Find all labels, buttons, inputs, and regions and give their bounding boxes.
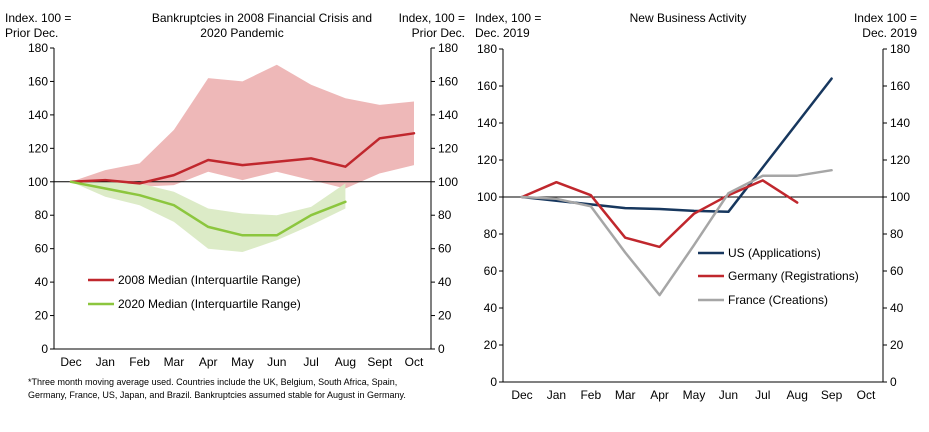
left-chart-x-label-8: Aug bbox=[335, 355, 356, 369]
left-chart-left-tick-label-8: 160 bbox=[28, 74, 48, 88]
right-chart-right-tick-label-0: 0 bbox=[890, 375, 897, 389]
right-chart-right-tick-label-2: 40 bbox=[890, 301, 904, 315]
right-chart-right-tick-label-5: 100 bbox=[890, 190, 910, 204]
left-chart-left-tick-label-2: 40 bbox=[35, 275, 49, 289]
left-chart-right-axis-label-line1: Index, 100 = bbox=[399, 11, 465, 25]
left-chart-right-tick-label-9: 180 bbox=[438, 41, 458, 55]
right-chart-left-tick-label-3: 60 bbox=[484, 264, 498, 278]
right-chart-x-label-6: Jun bbox=[719, 388, 738, 402]
right-chart-right-tick-label-8: 160 bbox=[890, 79, 910, 93]
right-chart-right-tick-label-6: 120 bbox=[890, 153, 910, 167]
right-chart-right-tick-label-7: 140 bbox=[890, 116, 910, 130]
left-chart-left-axis-label-line1: Index. 100 = bbox=[5, 11, 71, 25]
right-chart-left-tick-label-8: 160 bbox=[477, 79, 497, 93]
right-chart-legend: US (Applications) Germany (Registrations… bbox=[698, 246, 859, 307]
left-chart-x-label-6: Jun bbox=[267, 355, 286, 369]
left-chart-x-label-1: Jan bbox=[96, 355, 115, 369]
right-chart-x-label-4: Apr bbox=[650, 388, 669, 402]
right-chart-left-tick-label-0: 0 bbox=[490, 375, 497, 389]
right-chart-series-line-0 bbox=[520, 77, 833, 214]
left-chart-right-tick-label-4: 80 bbox=[438, 208, 452, 222]
right-chart-series-line-1 bbox=[520, 179, 799, 249]
right-chart-x-label-0: Dec bbox=[511, 388, 532, 402]
right-chart-x-label-10: Oct bbox=[857, 388, 876, 402]
left-chart-left-tick-label-5: 100 bbox=[28, 175, 48, 189]
left-chart-left-tick-label-7: 140 bbox=[28, 108, 48, 122]
right-chart-right-tick-label-4: 80 bbox=[890, 227, 904, 241]
left-chart-x-label-10: Oct bbox=[405, 355, 424, 369]
left-chart-right-axis-label-line2: Prior Dec. bbox=[412, 26, 465, 40]
right-chart-left-axis-label-line2: Dec. 2019 bbox=[475, 26, 530, 40]
right-chart-x-label-9: Sep bbox=[821, 388, 843, 402]
left-chart-right-tick-label-3: 60 bbox=[438, 242, 452, 256]
left-chart-left-tick-label-3: 60 bbox=[35, 242, 49, 256]
left-chart-left-tick-label-1: 20 bbox=[35, 309, 49, 323]
right-chart-x-label-8: Aug bbox=[787, 388, 808, 402]
left-chart-band-1 bbox=[71, 181, 346, 252]
footnote-line2: Germany, France, US, Japan, and Brazil. … bbox=[28, 390, 406, 400]
left-chart-title-line1: Bankruptcies in 2008 Financial Crisis an… bbox=[152, 11, 372, 25]
left-chart-x-label-2: Feb bbox=[129, 355, 150, 369]
left-chart-x-label-9: Sept bbox=[367, 355, 392, 369]
right-chart-x-label-7: Jul bbox=[755, 388, 770, 402]
left-chart-right-tick-label-1: 20 bbox=[438, 309, 452, 323]
left-chart-left-tick-label-4: 80 bbox=[35, 208, 49, 222]
right-chart-plot: 0 0 20 20 40 40 60 60 80 80 100 100 120 120 140 140 160 1… bbox=[477, 42, 910, 402]
legend-label-us: US (Applications) bbox=[728, 246, 821, 260]
left-chart-plot: 0 0 20 20 40 40 60 60 80 80 100 100 120 120 140 140 160 1… bbox=[28, 41, 458, 369]
left-chart-series-line-1 bbox=[69, 180, 347, 237]
right-chart-left-tick-label-5: 100 bbox=[477, 190, 497, 204]
right-chart-right-tick-label-3: 60 bbox=[890, 264, 904, 278]
right-chart-right-axis-label-line2: Dec. 2019 bbox=[862, 26, 917, 40]
left-chart-band-0 bbox=[71, 64, 414, 189]
right-chart-x-label-1: Jan bbox=[547, 388, 566, 402]
right-chart-right-axis-label-line1: Index 100 = bbox=[854, 11, 917, 25]
footnote-line1: *Three month moving average used. Countr… bbox=[28, 377, 397, 387]
left-chart-x-label-0: Dec bbox=[60, 355, 81, 369]
left-chart-title-line2: 2020 Pandemic bbox=[200, 26, 283, 40]
right-chart-right-tick-label-9: 180 bbox=[890, 42, 910, 56]
legend-label-2020: 2020 Median (Interquartile Range) bbox=[118, 297, 301, 311]
right-chart-left-axis-label-line1: Index, 100 = bbox=[475, 11, 541, 25]
left-chart-right-tick-label-7: 140 bbox=[438, 108, 458, 122]
right-chart-x-label-3: Mar bbox=[615, 388, 636, 402]
right-chart-series-line-2 bbox=[520, 168, 833, 297]
left-chart-left-tick-label-0: 0 bbox=[41, 342, 48, 356]
left-chart-x-label-4: Apr bbox=[199, 355, 218, 369]
left-chart-right-tick-label-5: 100 bbox=[438, 175, 458, 189]
left-chart-legend: 2008 Median (Interquartile Range) 2020 M… bbox=[88, 273, 301, 311]
right-chart-x-label-2: Feb bbox=[580, 388, 601, 402]
right-chart-right-tick-label-1: 20 bbox=[890, 338, 904, 352]
right-chart-left-tick-label-6: 120 bbox=[477, 153, 497, 167]
right-chart-left-tick-label-7: 140 bbox=[477, 116, 497, 130]
left-chart-right-tick-label-8: 160 bbox=[438, 74, 458, 88]
left-chart-left-tick-label-6: 120 bbox=[28, 141, 48, 155]
left-chart-left-axis-label-line2: Prior Dec. bbox=[5, 26, 58, 40]
legend-label-france: France (Creations) bbox=[728, 293, 828, 307]
left-chart-left-tick-label-9: 180 bbox=[28, 41, 48, 55]
legend-label-2008: 2008 Median (Interquartile Range) bbox=[118, 273, 301, 287]
left-chart-series-line-0 bbox=[69, 132, 416, 185]
legend-label-germany: Germany (Registrations) bbox=[728, 269, 859, 283]
right-chart-left-tick-label-2: 40 bbox=[484, 301, 498, 315]
left-chart-x-label-7: Jul bbox=[303, 355, 318, 369]
left-chart-x-label-5: May bbox=[231, 355, 254, 369]
right-chart-left-tick-label-9: 180 bbox=[477, 42, 497, 56]
right-chart-title: New Business Activity bbox=[630, 11, 747, 25]
right-chart-x-label-5: May bbox=[683, 388, 706, 402]
left-chart-x-label-3: Mar bbox=[164, 355, 185, 369]
left-chart-right-tick-label-2: 40 bbox=[438, 275, 452, 289]
left-chart-right-tick-label-6: 120 bbox=[438, 141, 458, 155]
left-chart-right-tick-label-0: 0 bbox=[438, 342, 445, 356]
right-chart-left-tick-label-4: 80 bbox=[484, 227, 498, 241]
right-chart-left-tick-label-1: 20 bbox=[484, 338, 498, 352]
